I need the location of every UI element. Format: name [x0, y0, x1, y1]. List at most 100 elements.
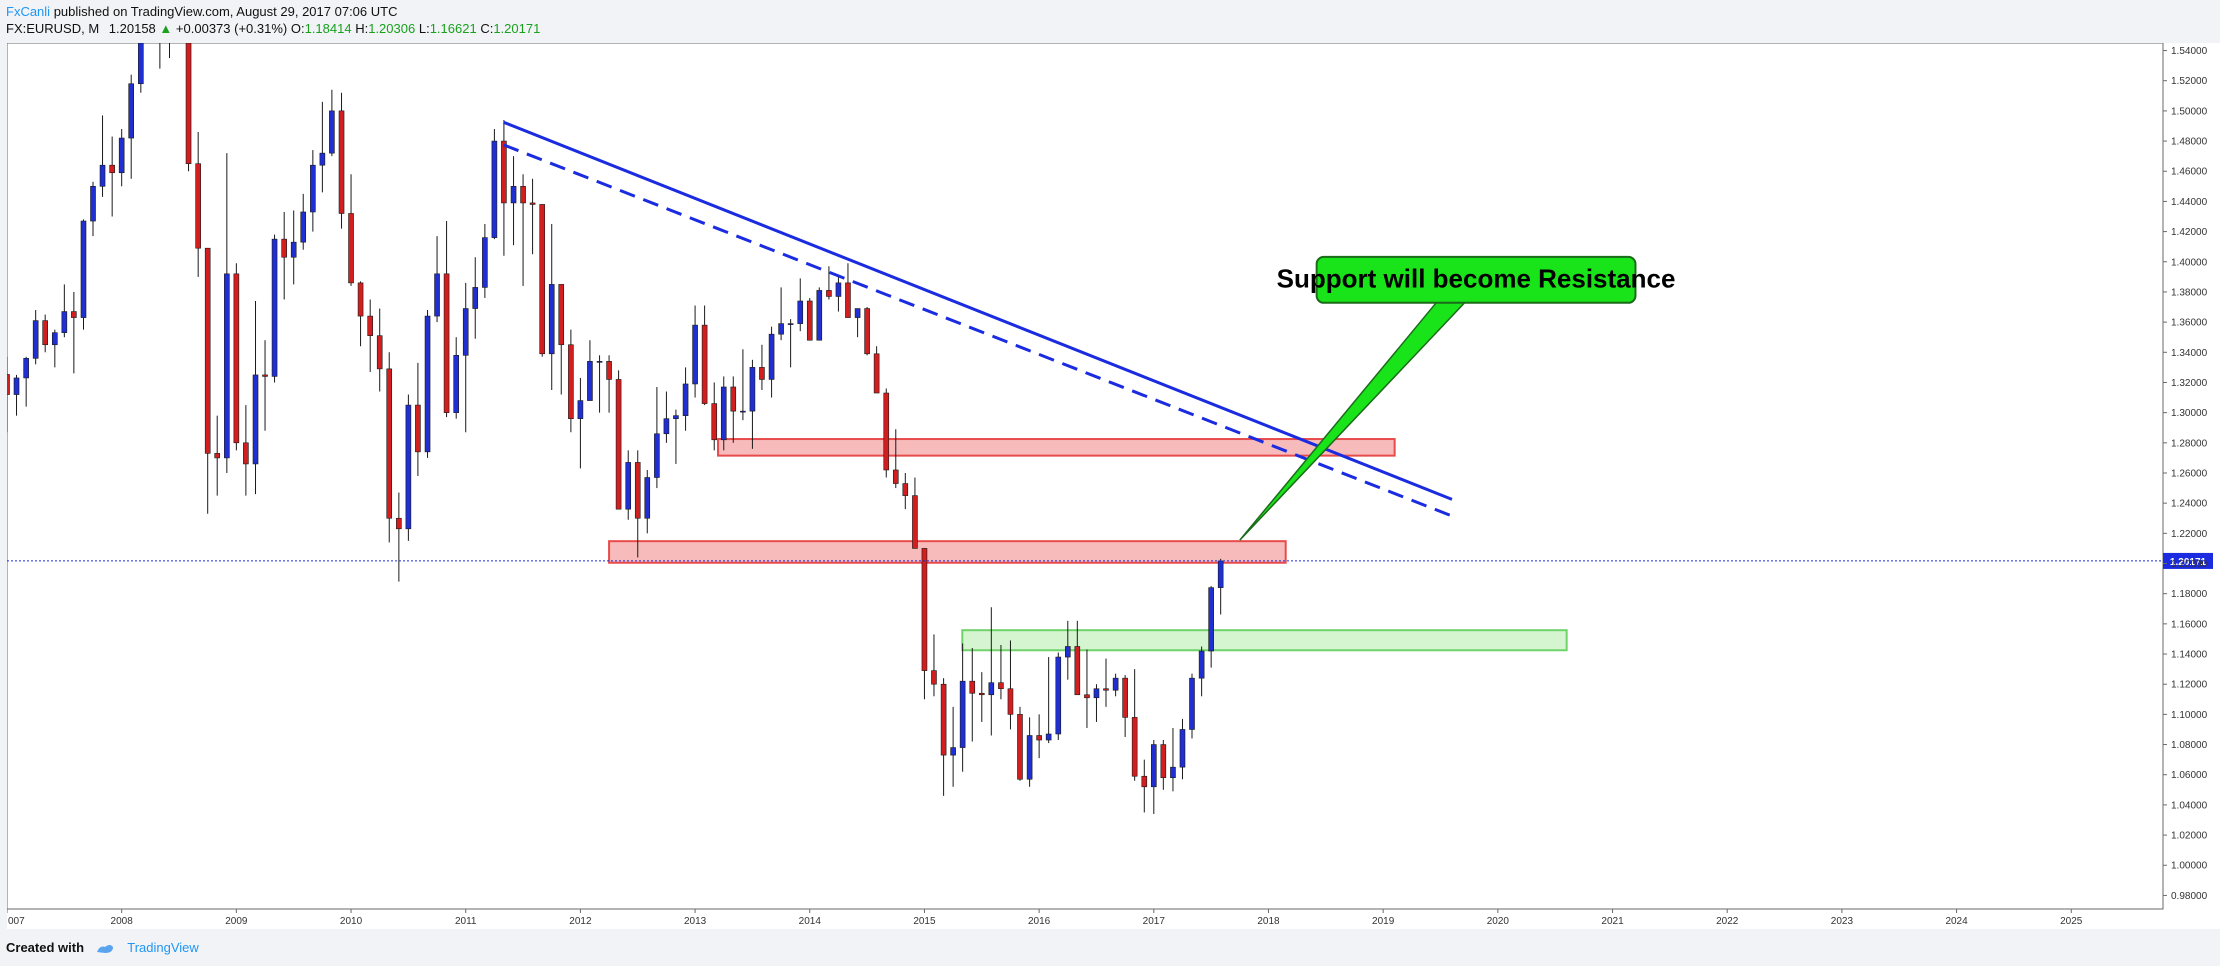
candle [720, 376, 727, 451]
candle-body [654, 433, 660, 478]
price-tick-label: 1.18000 [2171, 589, 2208, 600]
candle-body [376, 335, 383, 370]
candle-body [61, 311, 68, 333]
candle [42, 314, 48, 353]
time-tick-label: 2020 [1487, 916, 1510, 927]
candle [367, 299, 373, 372]
candle-body [415, 404, 421, 453]
callout-text: Support will become Resistance [1277, 264, 1676, 294]
candle [835, 276, 842, 312]
candle-body [71, 311, 77, 318]
candle-body [978, 692, 985, 696]
time-tick-label: 2012 [569, 916, 592, 927]
price-tick-label: 1.14000 [2171, 650, 2208, 661]
candle [606, 355, 612, 413]
change-arrow: ▲ [159, 21, 173, 36]
candle [816, 287, 823, 341]
symbol-label: FX:EURUSD, M [6, 21, 100, 36]
candle-body [510, 186, 517, 204]
price-tick-label: 1.38000 [2171, 287, 2208, 298]
candle-body [768, 333, 775, 380]
candle [1026, 717, 1033, 787]
candle [548, 224, 555, 391]
candle-body [357, 282, 364, 317]
close-value: 1.20171 [493, 21, 541, 36]
price-tick-label: 1.46000 [2171, 167, 2208, 178]
candle-body [99, 164, 106, 187]
candle-body [1112, 677, 1119, 691]
candle-body [558, 284, 565, 346]
candle-body [912, 495, 918, 549]
resistance-zone-1 [608, 540, 1287, 564]
candle [32, 310, 39, 365]
published-text: published on TradingView.com, August 29,… [53, 4, 398, 19]
created-with-text: Created with [6, 940, 85, 955]
tradingview-brand-link[interactable]: TradingView [127, 940, 199, 955]
support-zone-2 [961, 629, 1568, 652]
candle [998, 644, 1004, 700]
price-tick-label: 0.98000 [2171, 891, 2208, 902]
candle-body [1093, 688, 1100, 699]
candle [290, 210, 297, 285]
candle [673, 409, 679, 464]
candle [787, 319, 794, 368]
candle [950, 706, 956, 787]
candle-body [462, 308, 469, 356]
candle [969, 647, 976, 742]
candle [520, 174, 526, 286]
candle-body [1208, 587, 1214, 652]
candle-body [1151, 744, 1157, 788]
candle [300, 193, 307, 250]
price-tick-label: 1.28000 [2171, 438, 2208, 449]
price-tick-label: 1.24000 [2171, 499, 2208, 510]
candle [405, 394, 412, 541]
price-tick-label: 1.30000 [2171, 408, 2208, 419]
candle [1208, 586, 1214, 668]
price-tick-label: 1.48000 [2171, 137, 2208, 148]
candle-body [252, 374, 259, 465]
candle-body [606, 361, 612, 380]
author-link[interactable]: FxCanli [6, 4, 51, 19]
candle-body [453, 355, 460, 413]
price-chart[interactable]: 1.20171 Support will become Resistance 1… [7, 43, 2220, 929]
candle-body [778, 323, 784, 335]
candle-body [520, 186, 526, 204]
candle [634, 450, 641, 558]
candle-body [806, 300, 813, 341]
candle [482, 224, 488, 298]
candle [501, 119, 507, 256]
price-tick-label: 1.52000 [2171, 76, 2208, 87]
candle-body [1074, 646, 1081, 696]
candle-body [845, 282, 851, 318]
candle-body [749, 367, 756, 412]
candle-body [587, 361, 593, 401]
change-value: +0.00373 (+0.31%) [175, 21, 288, 36]
candle-body [673, 415, 679, 419]
candle-body [118, 137, 125, 174]
candle-body [816, 290, 823, 341]
candle [7, 356, 10, 433]
price-tick-label: 1.10000 [2171, 710, 2208, 721]
candle-body [1160, 744, 1167, 779]
candle [262, 340, 268, 431]
candle-body [940, 683, 947, 756]
candle [1141, 759, 1148, 813]
publish-info: FxCanli published on TradingView.com, Au… [6, 4, 397, 19]
candle-body [80, 220, 87, 318]
time-tick-label: 2017 [1143, 916, 1166, 927]
candle-body [482, 237, 488, 288]
candle [1179, 718, 1186, 780]
candle-body [224, 273, 230, 459]
candle [988, 607, 995, 736]
candle [568, 329, 574, 433]
candle [749, 359, 756, 449]
candle-body [1122, 677, 1128, 718]
candle-body [692, 324, 698, 385]
candle-body [329, 110, 335, 154]
candle-body [1103, 688, 1109, 691]
price-tick-label: 1.22000 [2171, 529, 2208, 540]
candle [386, 352, 393, 543]
chart-header: FxCanli published on TradingView.com, Au… [0, 0, 2220, 40]
price-tick-label: 1.08000 [2171, 740, 2208, 751]
candle [138, 43, 144, 93]
